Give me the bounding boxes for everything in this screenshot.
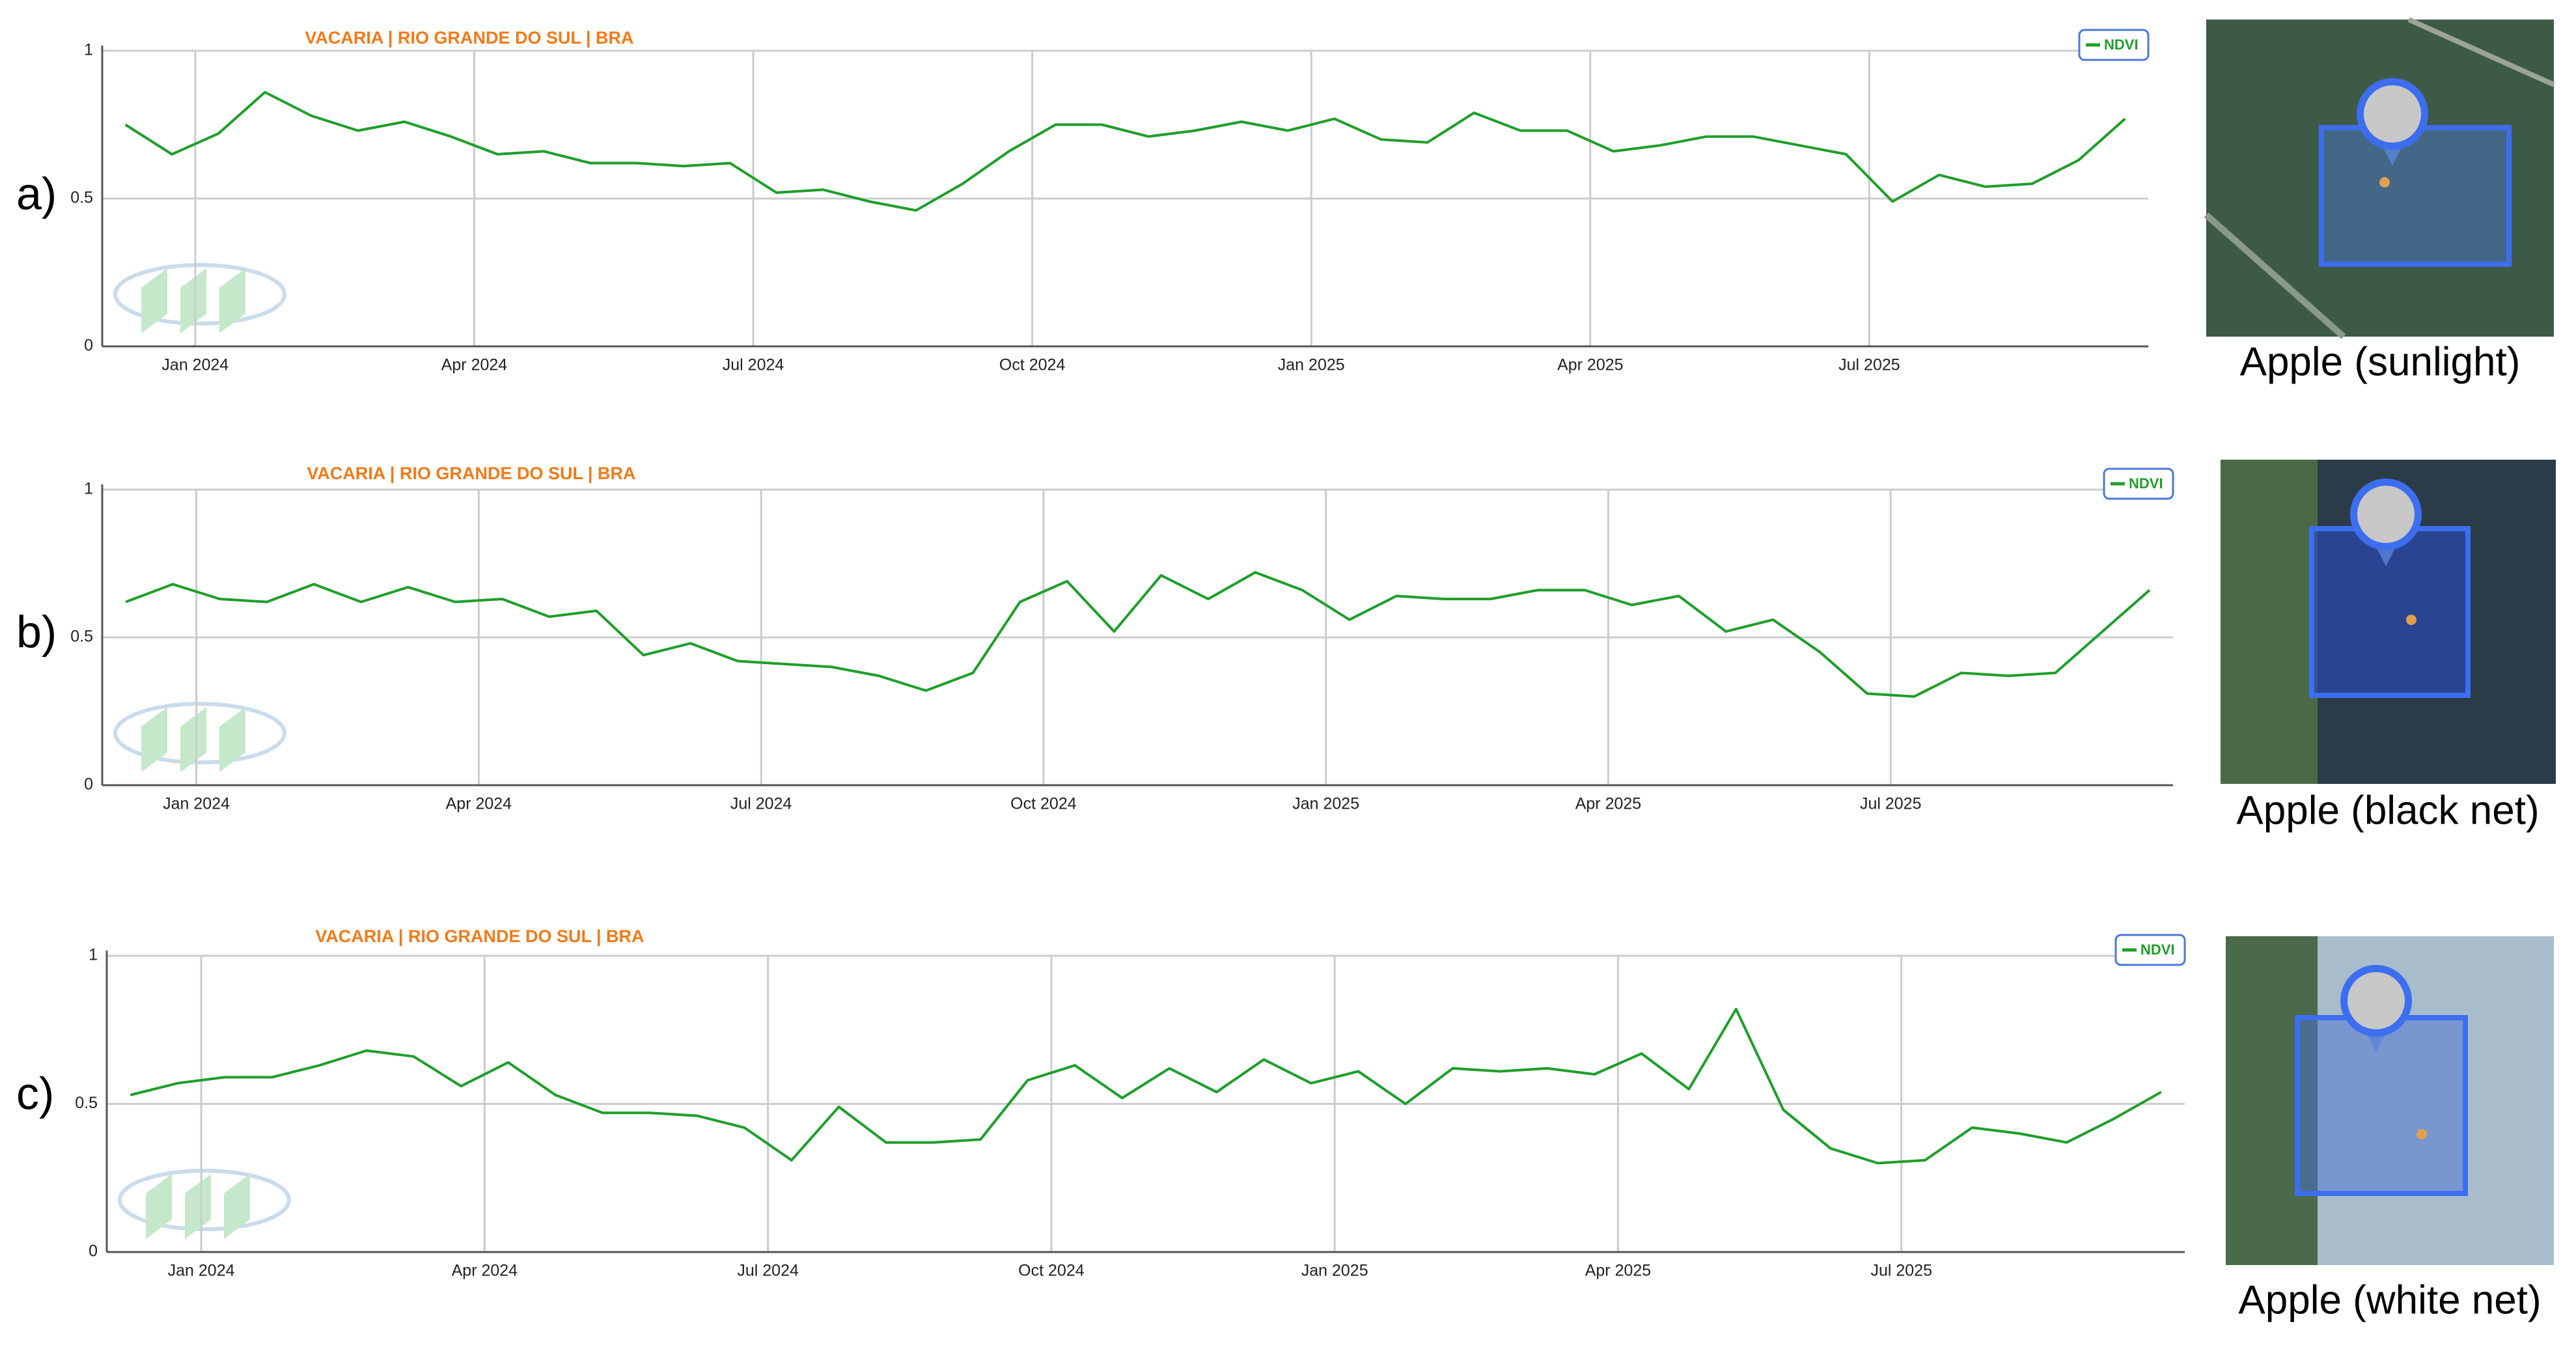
legend-box [2114,934,2186,966]
watermark-leaf [146,1174,172,1239]
watermark-leaf [224,1174,250,1239]
watermark-ring [118,1169,291,1231]
legend-box [2103,467,2174,500]
ndvi-line [130,1007,2162,1165]
x-tick-label: Jul 2024 [737,1262,799,1280]
x-tick-label: Oct 2024 [999,356,1066,374]
watermark-leaf [141,707,167,772]
x-tick-label: Apr 2024 [446,795,512,813]
x-tick-label: Jan 2024 [163,795,230,813]
x-tick-label: Jan 2024 [161,356,229,374]
legend-label: NDVI [2104,36,2139,53]
watermark-leaf [219,268,245,333]
thumbnail-a [2204,17,2555,339]
x-tick-label: Jan 2025 [1278,356,1345,374]
y-tick-label: 0.5 [70,189,93,207]
panel-label: b) [16,606,57,657]
x-tick-label: Apr 2025 [1575,795,1641,813]
watermark-leaf [180,707,206,772]
caption: Apple (sunlight) [2240,339,2521,384]
chart-title: VACARIA | RIO GRANDE DO SUL | BRA [315,926,644,946]
chart-title: VACARIA | RIO GRANDE DO SUL | BRA [305,28,633,48]
watermark [118,1169,291,1239]
panel-label: a) [16,168,57,219]
watermark-ring [113,263,286,326]
panel-label: c) [16,1068,54,1119]
thumbnail-b [2221,460,2556,784]
caption: Apple (white net) [2238,1277,2541,1322]
x-tick-label: Apr 2025 [1557,356,1623,374]
x-tick-label: Jan 2025 [1292,795,1359,813]
watermark [113,702,286,772]
x-tick-label: Jul 2025 [1870,1262,1932,1280]
chart-title: VACARIA | RIO GRANDE DO SUL | BRA [307,464,635,483]
legend-box [2078,29,2150,61]
y-tick-label: 0 [84,775,93,794]
watermark-leaf [180,268,206,333]
y-tick-label: 1 [84,41,93,59]
y-tick-label: 1 [89,946,98,964]
watermark [113,263,286,333]
x-tick-label: Jul 2025 [1860,795,1922,813]
y-tick-label: 0 [89,1242,98,1260]
x-tick-label: Jul 2024 [723,356,784,374]
x-tick-label: Jul 2024 [730,795,792,813]
thumbnail-c [2226,936,2554,1265]
y-tick-label: 0 [84,337,93,355]
y-tick-label: 0.5 [75,1094,98,1112]
watermark-ring [113,702,286,764]
legend-label: NDVI [2129,475,2163,492]
ndvi-line [124,91,2126,212]
x-tick-label: Apr 2024 [441,356,508,374]
watermark-leaf [141,268,167,333]
x-tick-label: Apr 2025 [1585,1262,1651,1280]
x-tick-label: Jan 2024 [168,1262,235,1280]
y-tick-label: 0.5 [70,628,93,646]
x-tick-label: Oct 2024 [1018,1262,1085,1280]
x-tick-label: Jul 2025 [1838,356,1900,374]
watermark-leaf [185,1174,211,1239]
watermark-leaf [219,707,245,772]
x-tick-label: Oct 2024 [1010,795,1077,813]
y-tick-label: 1 [84,480,93,498]
caption: Apple (black net) [2236,788,2539,833]
ndvi-line [125,571,2151,698]
legend-label: NDVI [2140,941,2175,958]
x-tick-label: Jan 2025 [1301,1262,1368,1280]
x-tick-label: Apr 2024 [452,1262,518,1280]
